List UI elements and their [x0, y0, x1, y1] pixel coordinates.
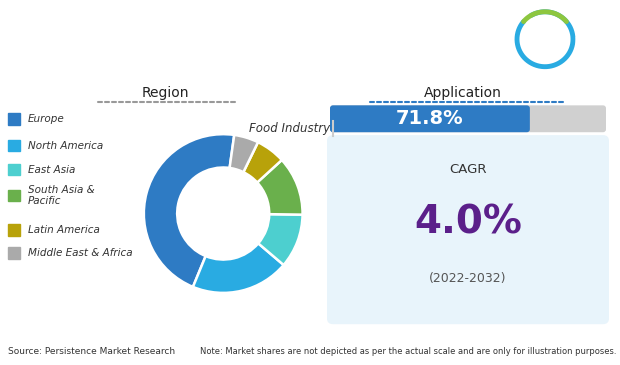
Text: By Application, 2022 (E): By Application, 2022 (E) — [12, 45, 163, 58]
Text: South Asia &
Pacific: South Asia & Pacific — [28, 185, 95, 206]
Text: Latin America: Latin America — [28, 225, 100, 235]
Text: Note: Market shares are not depicted as per the actual scale and are only for il: Note: Market shares are not depicted as … — [200, 347, 616, 356]
Text: Value Share (%): Value Share (%) — [209, 17, 336, 32]
Bar — [8, 140, 20, 151]
Text: PERSISTENCE: PERSISTENCE — [575, 19, 620, 30]
Text: Acetylated Monoglycerides Market: Acetylated Monoglycerides Market — [12, 17, 310, 32]
Text: Food Industry: Food Industry — [249, 122, 330, 135]
FancyBboxPatch shape — [327, 135, 609, 324]
FancyBboxPatch shape — [330, 105, 606, 132]
Wedge shape — [257, 160, 303, 215]
Wedge shape — [244, 142, 282, 182]
Wedge shape — [229, 135, 258, 172]
Text: (2022-2032): (2022-2032) — [429, 272, 507, 285]
Wedge shape — [259, 214, 303, 265]
Bar — [8, 190, 20, 201]
Wedge shape — [193, 243, 283, 293]
Text: 71.8%: 71.8% — [396, 109, 464, 128]
Text: Europe: Europe — [28, 114, 64, 124]
Text: Region: Region — [141, 86, 188, 100]
Wedge shape — [144, 134, 234, 287]
Text: East Asia: East Asia — [28, 165, 76, 175]
Bar — [8, 113, 20, 124]
Text: Application: Application — [424, 86, 502, 100]
Bar — [8, 164, 20, 176]
Bar — [8, 247, 20, 259]
FancyBboxPatch shape — [330, 105, 530, 132]
Text: North America: North America — [28, 141, 104, 151]
Text: MARKET RESEARCH: MARKET RESEARCH — [575, 37, 620, 46]
Text: Source: Persistence Market Research: Source: Persistence Market Research — [8, 347, 175, 356]
Text: 4.0%: 4.0% — [414, 203, 522, 241]
Bar — [8, 224, 20, 236]
Text: CAGR: CAGR — [450, 163, 487, 176]
Text: Middle East & Africa: Middle East & Africa — [28, 248, 133, 258]
